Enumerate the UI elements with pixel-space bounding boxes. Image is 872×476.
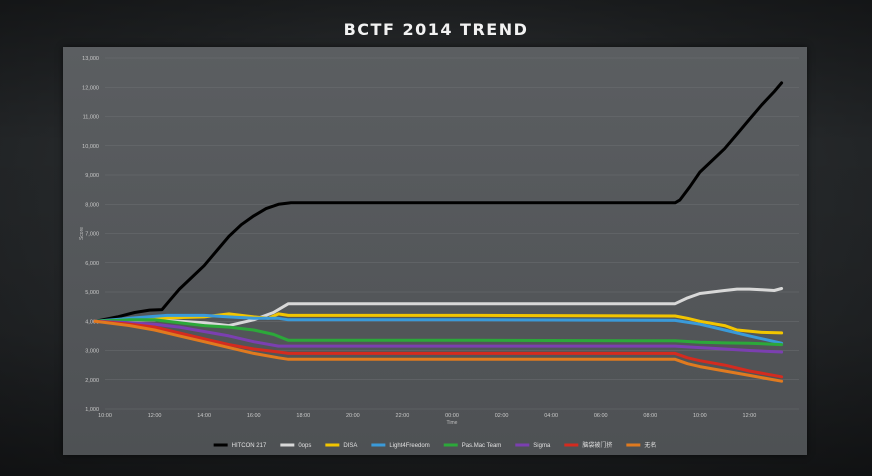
legend-entry: DISA xyxy=(343,443,357,449)
x-tick-label: 00:00 xyxy=(445,413,459,419)
x-tick-label: 02:00 xyxy=(495,413,509,419)
y-tick-label: 7,000 xyxy=(85,232,99,238)
x-axis-label: Time xyxy=(447,420,458,426)
x-tick-label: 10:00 xyxy=(693,413,707,419)
legend-entry: 无名 xyxy=(644,441,656,449)
series-line xyxy=(93,287,784,328)
chart-panel: 1,000 2,000 3,000 4,000 5,000 6,000 7,000 8,000… xyxy=(63,47,807,455)
y-tick-label: 1,000 xyxy=(85,407,99,413)
y-tick-label: 3,000 xyxy=(85,349,99,355)
chart-svg: 1,000 2,000 3,000 4,000 5,000 6,000 7,000 8,000… xyxy=(79,56,799,449)
y-tick-label: 9,000 xyxy=(85,173,99,179)
y-tick-label: 4,000 xyxy=(85,319,99,325)
legend-entry: Sigma xyxy=(533,443,551,449)
y-tick-label: 2,000 xyxy=(85,378,99,384)
y-tick-label: 10,000 xyxy=(82,144,99,150)
series-line xyxy=(93,319,784,383)
legend-entry: 脑袋被门挤 xyxy=(582,441,612,449)
x-tick-label: 10:00 xyxy=(98,413,112,419)
y-tick-label: 12,000 xyxy=(82,85,99,91)
x-tick-label: 12:00 xyxy=(743,413,757,419)
series-line xyxy=(93,81,784,323)
legend-entry: 0ops xyxy=(298,443,311,449)
chart-title: BCTF 2014 TREND xyxy=(343,20,529,39)
x-tick-label: 18:00 xyxy=(296,413,310,419)
x-tick-label: 16:00 xyxy=(247,413,261,419)
x-tick-label: 04:00 xyxy=(544,413,558,419)
series-line xyxy=(93,319,784,354)
y-tick-label: 6,000 xyxy=(85,261,99,267)
x-tick-label: 14:00 xyxy=(197,413,211,419)
y-tick-label: 5,000 xyxy=(85,290,99,296)
legend-entry: Light4Freedom xyxy=(389,443,429,449)
y-tick-label: 8,000 xyxy=(85,202,99,208)
x-tick-label: 06:00 xyxy=(594,413,608,419)
x-tick-label: 08:00 xyxy=(643,413,657,419)
y-tick-label: 13,000 xyxy=(82,56,99,62)
series-line xyxy=(93,319,784,379)
series-line xyxy=(93,318,784,347)
x-tick-label: 22:00 xyxy=(396,413,410,419)
x-tick-label: 20:00 xyxy=(346,413,360,419)
series-line xyxy=(93,313,784,345)
y-axis-label: Score xyxy=(79,227,85,240)
legend-entry: HITCON 217 xyxy=(232,443,267,449)
x-tick-label: 12:00 xyxy=(148,413,162,419)
legend-entry: Pas.Mac Team xyxy=(462,443,502,449)
y-tick-label: 11,000 xyxy=(83,115,99,121)
